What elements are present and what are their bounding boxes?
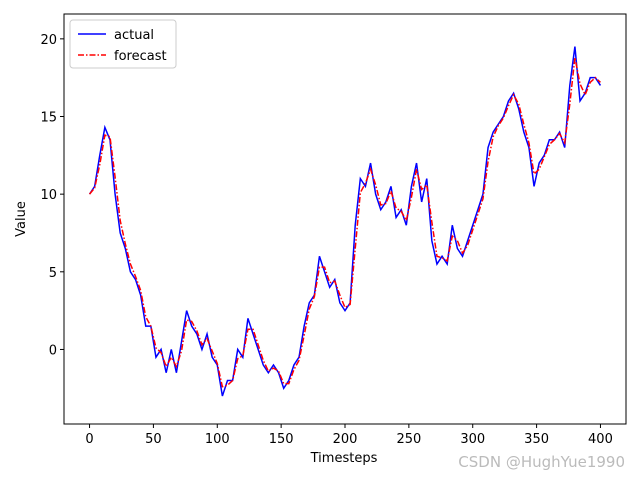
y-tick-label: 15 xyxy=(40,111,57,126)
x-tick-label: 200 xyxy=(333,432,358,447)
x-tick-label: 50 xyxy=(145,432,162,447)
line-series xyxy=(88,57,601,388)
y-tick-label: 0 xyxy=(49,343,57,358)
x-tick-label: 250 xyxy=(396,432,421,447)
line-series xyxy=(88,46,602,397)
x-tick-label: 300 xyxy=(460,432,485,447)
legend-label: actual xyxy=(114,28,154,43)
x-axis-label: Timesteps xyxy=(310,451,378,466)
legend-box xyxy=(69,19,177,69)
x-tick-label: 400 xyxy=(588,432,613,447)
x-tick-label: 350 xyxy=(524,432,549,447)
y-tick-label: 5 xyxy=(49,266,57,281)
x-tick-label: 0 xyxy=(85,432,93,447)
plot-frame xyxy=(63,13,627,425)
y-tick-label: 20 xyxy=(40,33,57,48)
y-axis-label: Value xyxy=(14,201,29,237)
watermark: CSDN @HughYue1990 xyxy=(458,453,625,471)
y-tick-label: 10 xyxy=(40,188,57,203)
legend-label: forecast xyxy=(114,49,167,64)
x-tick-label: 100 xyxy=(205,432,230,447)
x-tick-label: 150 xyxy=(269,432,294,447)
